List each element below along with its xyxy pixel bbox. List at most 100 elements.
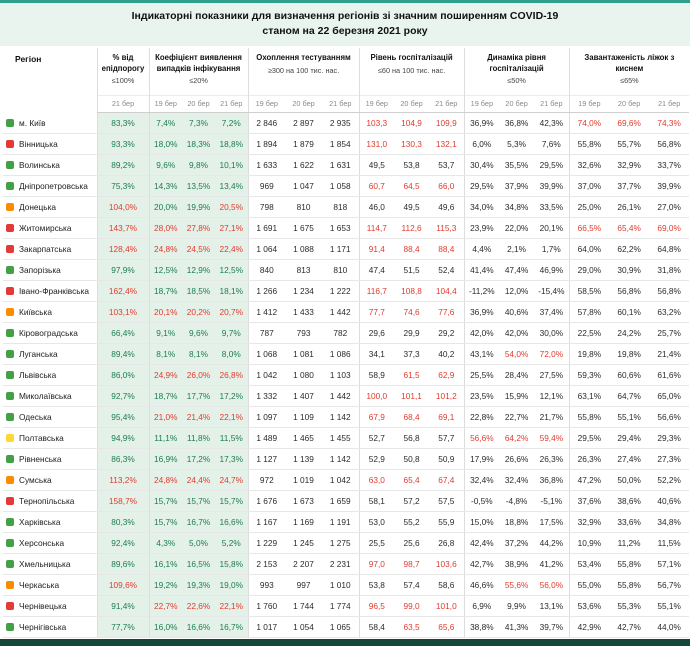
test-value: 1 064 xyxy=(247,238,286,261)
test-value: 810 xyxy=(285,196,323,219)
dyn-value: 37,4% xyxy=(534,301,570,324)
beds-value: 65,0% xyxy=(649,385,690,408)
beds-value: 32,9% xyxy=(609,154,650,177)
region-name: Одеська xyxy=(19,412,52,423)
hosp-value: 108,8 xyxy=(394,280,430,303)
report-title-line1: Індикаторні показники для визначення рег… xyxy=(131,10,559,22)
dyn-value: 13,1% xyxy=(534,595,570,618)
beds-value: 19,8% xyxy=(568,343,610,366)
beds-value: 56,8% xyxy=(609,280,650,303)
dyn-value: 30,0% xyxy=(534,322,570,345)
dyn-value: 38,8% xyxy=(463,616,500,639)
hosp-value: 103,6 xyxy=(429,553,465,576)
beds-value: 61,6% xyxy=(649,364,690,387)
dyn-value: 12,0% xyxy=(499,280,535,303)
hosp-value: 50,9 xyxy=(429,448,465,471)
hosp-value: 112,6 xyxy=(394,217,430,240)
beds-value: 55,7% xyxy=(609,133,650,156)
test-value: 782 xyxy=(322,322,360,345)
detect-value: 8,1% xyxy=(148,343,182,366)
table-row: Полтавська 94,9% 11,1% 11,8% 11,5% 1 489 1 465… xyxy=(3,427,690,450)
column-header-hosp: Рівень госпіталізацій ≤60 на 100 тис. нас… xyxy=(358,48,465,96)
beds-value: 34,8% xyxy=(649,511,690,534)
table-row: Житомирська 143,7% 28,0% 27,8% 27,1% 1 691 1 6… xyxy=(3,217,690,240)
hosp-value: 58,6 xyxy=(429,574,465,597)
region-cell: Закарпатська xyxy=(3,238,97,261)
detect-value: 17,3% xyxy=(215,448,249,471)
dyn-value: 64,2% xyxy=(499,427,535,450)
beds-value: 33,6% xyxy=(609,511,650,534)
dyn-value: 39,7% xyxy=(534,616,570,639)
dyn-value: 36,8% xyxy=(499,112,535,135)
dyn-value: 32,4% xyxy=(463,469,500,492)
epid-value: 104,0% xyxy=(96,196,149,219)
table-body: м. Київ 83,3% 7,4% 7,3% 7,2% 2 846 2 897 2 935 1… xyxy=(3,112,690,639)
table-row: Сумська 113,2% 24,8% 24,4% 24,7% 972 1 019 1 04… xyxy=(3,469,690,492)
region-name: Херсонська xyxy=(19,538,65,549)
dyn-value: -15,4% xyxy=(534,280,570,303)
test-value: 1 142 xyxy=(322,448,360,471)
detect-value: 5,0% xyxy=(182,532,215,555)
region-name: Сумська xyxy=(19,475,52,486)
hosp-value: 88,4 xyxy=(429,238,465,261)
dyn-value: 72,0% xyxy=(534,343,570,366)
detect-value: 16,1% xyxy=(148,553,182,576)
test-value: 1 774 xyxy=(322,595,360,618)
status-indicator xyxy=(6,518,14,527)
status-indicator xyxy=(6,602,14,611)
detect-value: 16,7% xyxy=(215,616,249,639)
status-indicator xyxy=(6,371,14,380)
column-header-test: Охоплення тестуванням ≥300 на 100 тис. на… xyxy=(247,48,360,96)
beds-value: 53,6% xyxy=(568,595,610,618)
column-header-dyn: Динаміка рівня госпіталізацій ≤50% xyxy=(463,48,570,96)
test-value: 1 442 xyxy=(322,301,360,324)
hosp-value: 56,8 xyxy=(394,427,430,450)
epid-value: 103,1% xyxy=(96,301,149,324)
beds-value: 29,4% xyxy=(609,427,650,450)
detect-value: 7,2% xyxy=(215,112,249,135)
test-value: 997 xyxy=(285,574,323,597)
detect-value: 17,7% xyxy=(182,385,215,408)
test-value: 1 332 xyxy=(247,385,286,408)
hosp-value: 101,2 xyxy=(429,385,465,408)
hosp-value: 53,8 xyxy=(394,154,430,177)
hosp-value: 52,9 xyxy=(358,448,395,471)
epid-value: 77,7% xyxy=(96,616,149,639)
region-name: Київська xyxy=(19,307,52,318)
hosp-value: 46,0 xyxy=(358,196,395,219)
dyn-value: 42,0% xyxy=(499,322,535,345)
epid-value: 128,4% xyxy=(96,238,149,261)
hosp-value: 104,4 xyxy=(429,280,465,303)
test-value: 1 622 xyxy=(285,154,323,177)
test-value: 1 275 xyxy=(322,532,360,555)
region-cell: Полтавська xyxy=(3,427,97,450)
hosp-value: 53,8 xyxy=(358,574,395,597)
beds-value: 32,6% xyxy=(568,154,610,177)
beds-value: 37,0% xyxy=(568,175,610,198)
beds-value: 37,7% xyxy=(609,175,650,198)
table-row: Одеська 95,4% 21,0% 21,4% 22,1% 1 097 1 109 1 1… xyxy=(3,406,690,429)
beds-value: 26,1% xyxy=(609,196,650,219)
dyn-value: 42,3% xyxy=(534,112,570,135)
dyn-value: 44,2% xyxy=(534,532,570,555)
region-name: Запорізька xyxy=(19,265,61,276)
region-name: Волинська xyxy=(19,160,60,171)
dyn-value: 15,0% xyxy=(463,511,500,534)
region-cell: Одеська xyxy=(3,406,97,429)
hosp-value: 49,6 xyxy=(429,196,465,219)
dyn-value: 4,4% xyxy=(463,238,500,261)
detect-value: 9,8% xyxy=(182,154,215,177)
region-name: Черкаська xyxy=(19,580,60,591)
beds-value: 69,6% xyxy=(609,112,650,135)
detect-value: 15,7% xyxy=(148,511,182,534)
test-value: 1 171 xyxy=(322,238,360,261)
hosp-value: 57,2 xyxy=(394,490,430,513)
test-value: 1 017 xyxy=(247,616,286,639)
dyn-value: 38,9% xyxy=(499,553,535,576)
hosp-value: 50,8 xyxy=(394,448,430,471)
detect-value: 16,5% xyxy=(182,553,215,576)
dyn-value: 6,0% xyxy=(463,133,500,156)
status-indicator xyxy=(6,161,14,170)
hosp-value: 114,7 xyxy=(358,217,395,240)
beds-value: 60,6% xyxy=(609,364,650,387)
